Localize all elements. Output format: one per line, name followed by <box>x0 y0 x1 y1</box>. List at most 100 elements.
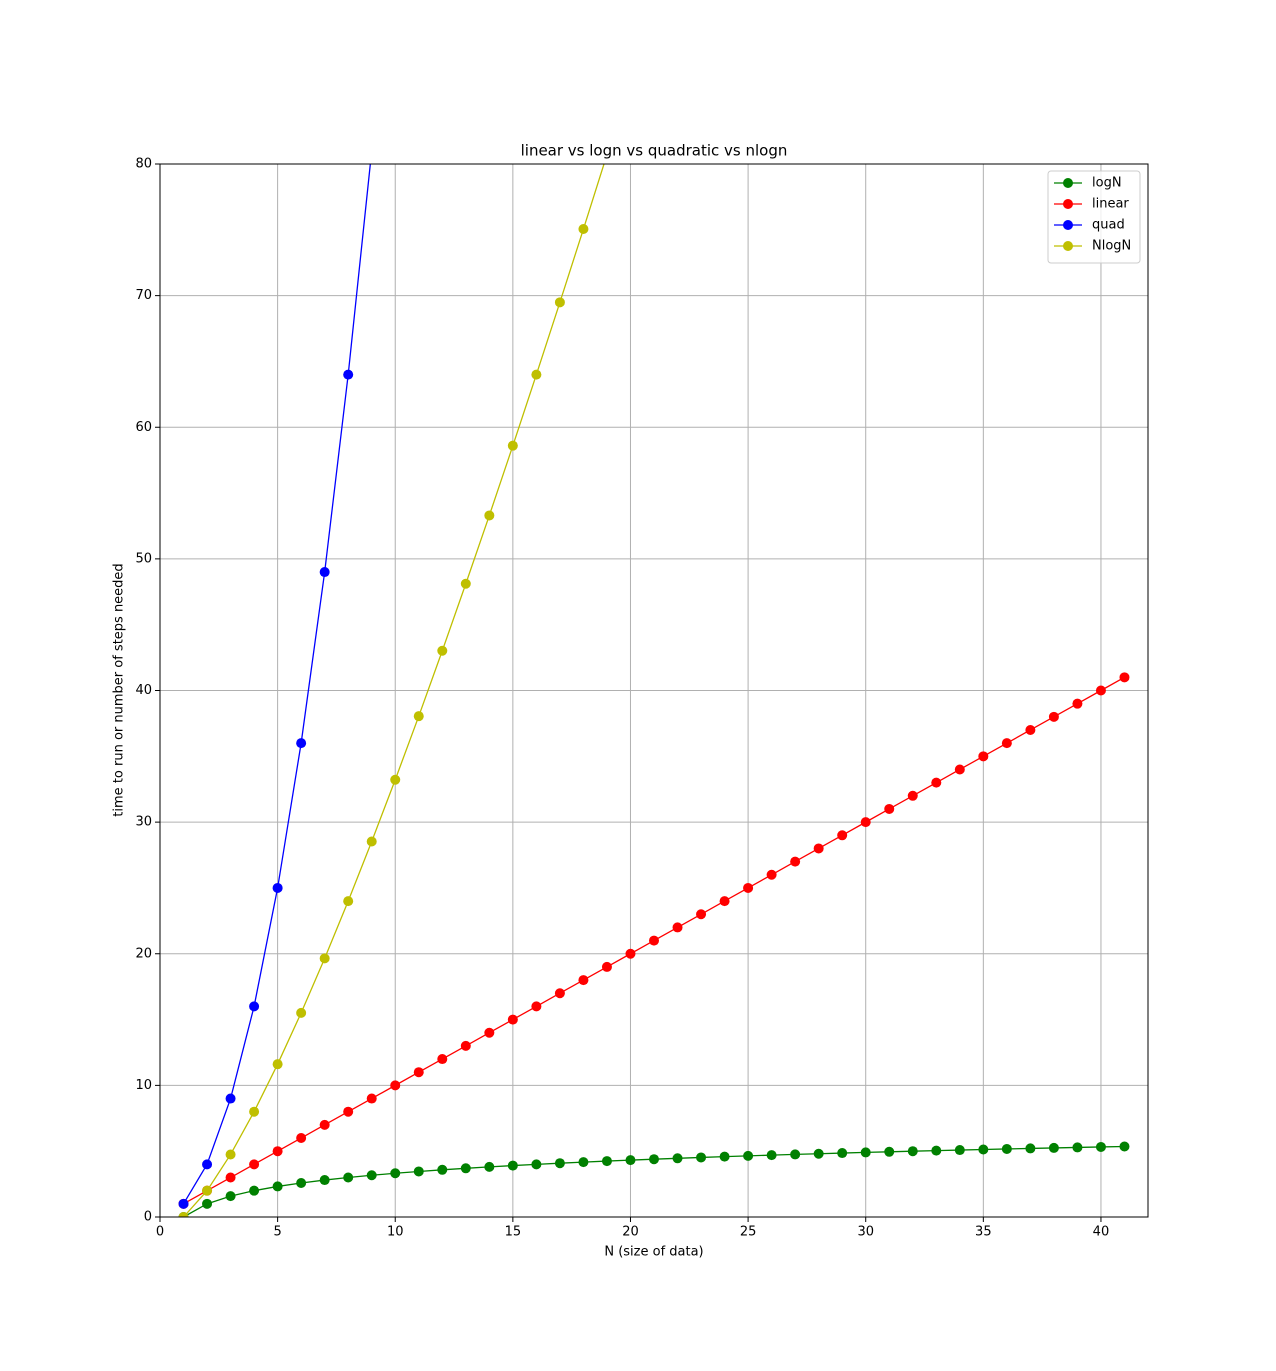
data-point <box>625 1155 636 1166</box>
data-point <box>225 1172 236 1183</box>
data-point <box>366 836 377 847</box>
data-point <box>860 817 871 828</box>
data-point <box>296 1007 307 1018</box>
data-point <box>272 882 283 893</box>
y-tick-label: 50 <box>135 551 152 566</box>
data-point <box>696 909 707 920</box>
data-point <box>272 1059 283 1070</box>
ticks: 0 5 10 15 20 25 30 35 40 0 10 20 30 40 50 60 70 80 <box>135 157 1109 1240</box>
data-point <box>437 645 448 656</box>
data-point <box>672 922 683 933</box>
legend-label: linear <box>1092 197 1129 212</box>
data-point <box>601 961 612 972</box>
y-tick-label: 60 <box>135 420 152 435</box>
data-point <box>319 567 330 578</box>
data-point <box>460 1163 471 1174</box>
data-point <box>437 1054 448 1065</box>
x-tick-label: 35 <box>975 1225 992 1240</box>
data-point <box>978 1144 989 1155</box>
data-point <box>178 1198 189 1209</box>
data-point <box>225 1149 236 1160</box>
data-point <box>931 1145 942 1156</box>
data-point <box>1072 698 1083 709</box>
data-point <box>931 777 942 788</box>
data-point <box>507 440 518 451</box>
data-point <box>578 224 589 235</box>
x-axis-label: N (size of data) <box>604 1245 703 1260</box>
data-point <box>343 369 354 380</box>
data-point <box>531 1159 542 1170</box>
legend-marker <box>1063 241 1073 251</box>
data-point <box>202 1198 213 1209</box>
data-point <box>719 896 730 907</box>
data-point <box>343 1172 354 1183</box>
data-point <box>954 1145 965 1156</box>
data-point <box>790 1149 801 1160</box>
y-tick-label: 70 <box>135 288 152 303</box>
data-point <box>484 510 495 521</box>
data-point <box>507 1014 518 1025</box>
data-point <box>413 1166 424 1177</box>
data-point <box>1095 685 1106 696</box>
data-point <box>578 975 589 986</box>
x-tick-label: 20 <box>622 1225 639 1240</box>
data-point <box>249 1106 260 1117</box>
data-point <box>1095 1141 1106 1152</box>
data-point <box>907 1146 918 1157</box>
data-point <box>1048 1142 1059 1153</box>
legend-marker <box>1063 178 1073 188</box>
x-tick-label: 15 <box>505 1225 522 1240</box>
x-tick-label: 0 <box>156 1225 164 1240</box>
data-point <box>625 948 636 959</box>
data-point <box>884 803 895 814</box>
data-point <box>649 935 659 946</box>
data-point <box>601 1156 612 1167</box>
data-point <box>366 1093 377 1104</box>
y-tick-label: 0 <box>144 1210 152 1225</box>
legend-label: quad <box>1092 218 1125 233</box>
data-point <box>813 1148 824 1159</box>
data-point <box>319 1119 330 1130</box>
legend-label: NlogN <box>1092 239 1131 254</box>
data-point <box>978 751 989 762</box>
data-point <box>343 896 354 907</box>
data-point <box>178 1212 189 1217</box>
chart-title: linear vs logn vs quadratic vs nlogn <box>521 142 788 160</box>
data-point <box>954 764 965 775</box>
data-point <box>766 869 777 880</box>
x-tick-label: 10 <box>387 1225 404 1240</box>
y-tick-label: 30 <box>135 815 152 830</box>
series-line <box>183 164 605 1217</box>
data-point <box>249 1001 260 1012</box>
data-point <box>649 1154 659 1165</box>
data-point <box>554 297 565 308</box>
data-point <box>272 1146 283 1157</box>
data-point <box>296 1133 307 1144</box>
data-point <box>225 1191 236 1202</box>
data-point <box>390 1080 401 1091</box>
data-point <box>366 1170 377 1181</box>
data-point <box>554 1158 565 1169</box>
data-point <box>743 882 754 893</box>
data-point <box>578 1157 589 1168</box>
data-point <box>296 1177 307 1188</box>
data-point <box>413 1067 424 1078</box>
data-point <box>1025 724 1036 735</box>
x-tick-label: 40 <box>1093 1225 1110 1240</box>
data-point <box>296 738 307 749</box>
data-point <box>460 578 471 589</box>
legend-label: logN <box>1092 176 1122 191</box>
series-line <box>182 164 371 1205</box>
y-tick-label: 20 <box>135 946 152 961</box>
data-point <box>884 1146 895 1157</box>
legend: logN linear quad NlogN <box>1047 170 1141 264</box>
data-point <box>272 1181 283 1192</box>
data-point <box>860 1147 871 1158</box>
data-point <box>696 1152 707 1163</box>
x-tick-label: 5 <box>273 1225 281 1240</box>
x-tick-label: 25 <box>740 1225 757 1240</box>
data-point <box>719 1151 730 1162</box>
data-point <box>1025 1143 1036 1154</box>
